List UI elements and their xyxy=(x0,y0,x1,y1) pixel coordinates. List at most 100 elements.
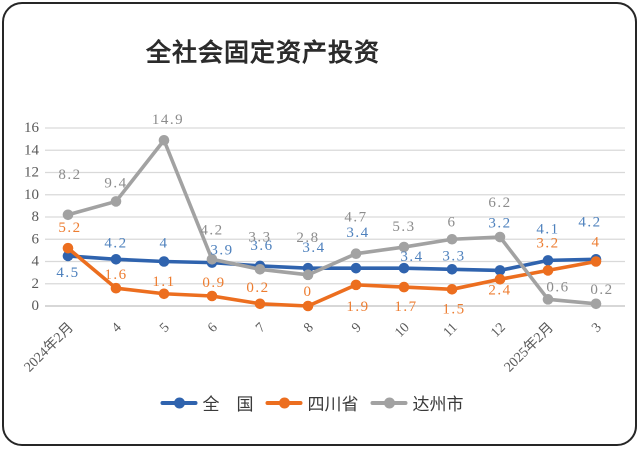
y-tick-label: 8 xyxy=(32,209,40,225)
data-point-national xyxy=(446,263,458,275)
data-point-sichuan xyxy=(494,274,506,285)
data-label-national: 4.2 xyxy=(104,235,127,251)
chart-legend: 全 国 四川省 达州市 xyxy=(160,390,464,415)
legend-label-dazhou: 达州市 xyxy=(412,395,464,414)
data-point-dazhou xyxy=(206,253,218,265)
y-tick-label: 6 xyxy=(32,231,40,247)
data-point-dazhou xyxy=(350,248,362,260)
y-tick-label: 14 xyxy=(24,142,40,158)
y-tick-label: 4 xyxy=(32,254,40,270)
data-point-sichuan xyxy=(590,256,602,267)
y-tick-label: 16 xyxy=(24,120,40,136)
x-tick-label: 5 xyxy=(157,320,173,336)
data-label-dazhou: 8.2 xyxy=(58,167,81,183)
data-label-national: 4.5 xyxy=(56,265,79,281)
data-label-sichuan: 1.9 xyxy=(346,299,369,315)
data-label-national: 3.3 xyxy=(442,248,465,264)
data-label-national: 3.4 xyxy=(302,240,325,256)
data-point-sichuan xyxy=(302,300,314,312)
data-label-dazhou: 0.2 xyxy=(590,282,613,298)
legend-item-national: 全 国 xyxy=(160,390,254,415)
data-point-sichuan xyxy=(542,265,554,276)
data-label-national: 3.6 xyxy=(250,238,273,254)
x-tick-label: 10 xyxy=(392,320,413,341)
x-tick-label: 7 xyxy=(253,320,269,336)
data-point-national xyxy=(158,256,170,267)
data-point-dazhou xyxy=(110,196,122,207)
data-point-sichuan xyxy=(350,279,362,291)
x-tick-label: 8 xyxy=(301,320,317,336)
legend-label-sichuan: 四川省 xyxy=(307,395,359,414)
x-tick-label: 2024年2月 xyxy=(21,320,77,376)
data-label-dazhou: 3.3 xyxy=(248,229,271,245)
series-line-sichuan xyxy=(66,246,598,308)
x-tick-label: 2025年2月 xyxy=(501,320,557,376)
data-point-dazhou xyxy=(302,269,314,281)
series-line-national xyxy=(66,254,598,273)
data-point-sichuan xyxy=(254,298,266,310)
data-point-sichuan xyxy=(62,242,74,254)
data-label-dazhou: 14.9 xyxy=(152,112,184,128)
data-label-sichuan: 4 xyxy=(592,235,601,251)
data-point-national xyxy=(494,265,506,276)
data-point-dazhou xyxy=(590,298,602,310)
data-point-national xyxy=(62,250,74,262)
data-label-sichuan: 3.2 xyxy=(536,235,559,251)
data-point-sichuan xyxy=(446,284,458,295)
data-label-dazhou: 5.3 xyxy=(392,219,415,235)
data-label-national: 3.9 xyxy=(210,243,233,259)
data-label-sichuan: 1.6 xyxy=(104,267,127,283)
data-point-dazhou xyxy=(398,241,410,253)
data-point-dazhou xyxy=(62,209,74,221)
data-label-sichuan: 5.2 xyxy=(58,220,81,236)
data-point-dazhou xyxy=(446,233,458,245)
data-label-national: 3.2 xyxy=(488,215,511,231)
data-label-national: 3.4 xyxy=(346,225,369,241)
data-label-national: 4 xyxy=(160,236,169,252)
legend-item-dazhou: 达州市 xyxy=(370,390,464,415)
data-label-sichuan: 0.2 xyxy=(246,280,269,296)
data-label-sichuan: 1.7 xyxy=(394,299,417,315)
series-line-dazhou xyxy=(66,138,598,306)
data-label-sichuan: 1.5 xyxy=(442,301,465,317)
legend-label-national: 全 国 xyxy=(202,395,254,414)
y-tick-label: 10 xyxy=(24,187,39,203)
data-label-dazhou: 0.6 xyxy=(546,279,569,295)
data-label-sichuan: 0 xyxy=(304,284,313,300)
data-label-dazhou: 9.4 xyxy=(104,175,127,191)
x-tick-label: 11 xyxy=(441,320,461,340)
data-label-dazhou: 2.8 xyxy=(296,230,319,246)
data-point-sichuan xyxy=(158,288,170,300)
data-point-sichuan xyxy=(398,281,410,293)
data-label-dazhou: 6.2 xyxy=(488,195,511,211)
legend-marker-dazhou-icon xyxy=(370,397,408,408)
data-label-sichuan: 2.4 xyxy=(488,282,511,298)
data-point-dazhou xyxy=(158,134,170,146)
data-label-dazhou: 4.7 xyxy=(344,210,367,226)
data-label-dazhou: 4.2 xyxy=(200,222,223,238)
data-point-dazhou xyxy=(254,263,266,275)
x-tick-label: 6 xyxy=(205,320,221,336)
x-tick-label: 9 xyxy=(349,320,365,336)
chart-title: 全社会固定资产投资 xyxy=(145,38,381,67)
data-point-national xyxy=(110,253,122,265)
data-point-sichuan xyxy=(110,282,122,294)
data-label-dazhou: 6 xyxy=(448,214,457,230)
data-point-national xyxy=(350,262,362,274)
y-tick-label: 2 xyxy=(32,276,40,292)
data-label-sichuan: 0.9 xyxy=(202,275,225,291)
legend-marker-national-icon xyxy=(160,397,198,408)
data-point-sichuan xyxy=(206,290,218,302)
y-tick-label: 0 xyxy=(32,298,40,314)
x-tick-label: 3 xyxy=(589,320,605,336)
data-point-dazhou xyxy=(542,294,554,305)
data-point-national xyxy=(398,262,410,274)
data-point-dazhou xyxy=(494,231,506,243)
data-point-national xyxy=(542,255,554,266)
x-tick-label: 12 xyxy=(488,320,509,341)
data-label-national: 3.4 xyxy=(400,249,423,265)
y-tick-label: 12 xyxy=(24,165,39,181)
legend-marker-sichuan-icon xyxy=(265,397,303,408)
